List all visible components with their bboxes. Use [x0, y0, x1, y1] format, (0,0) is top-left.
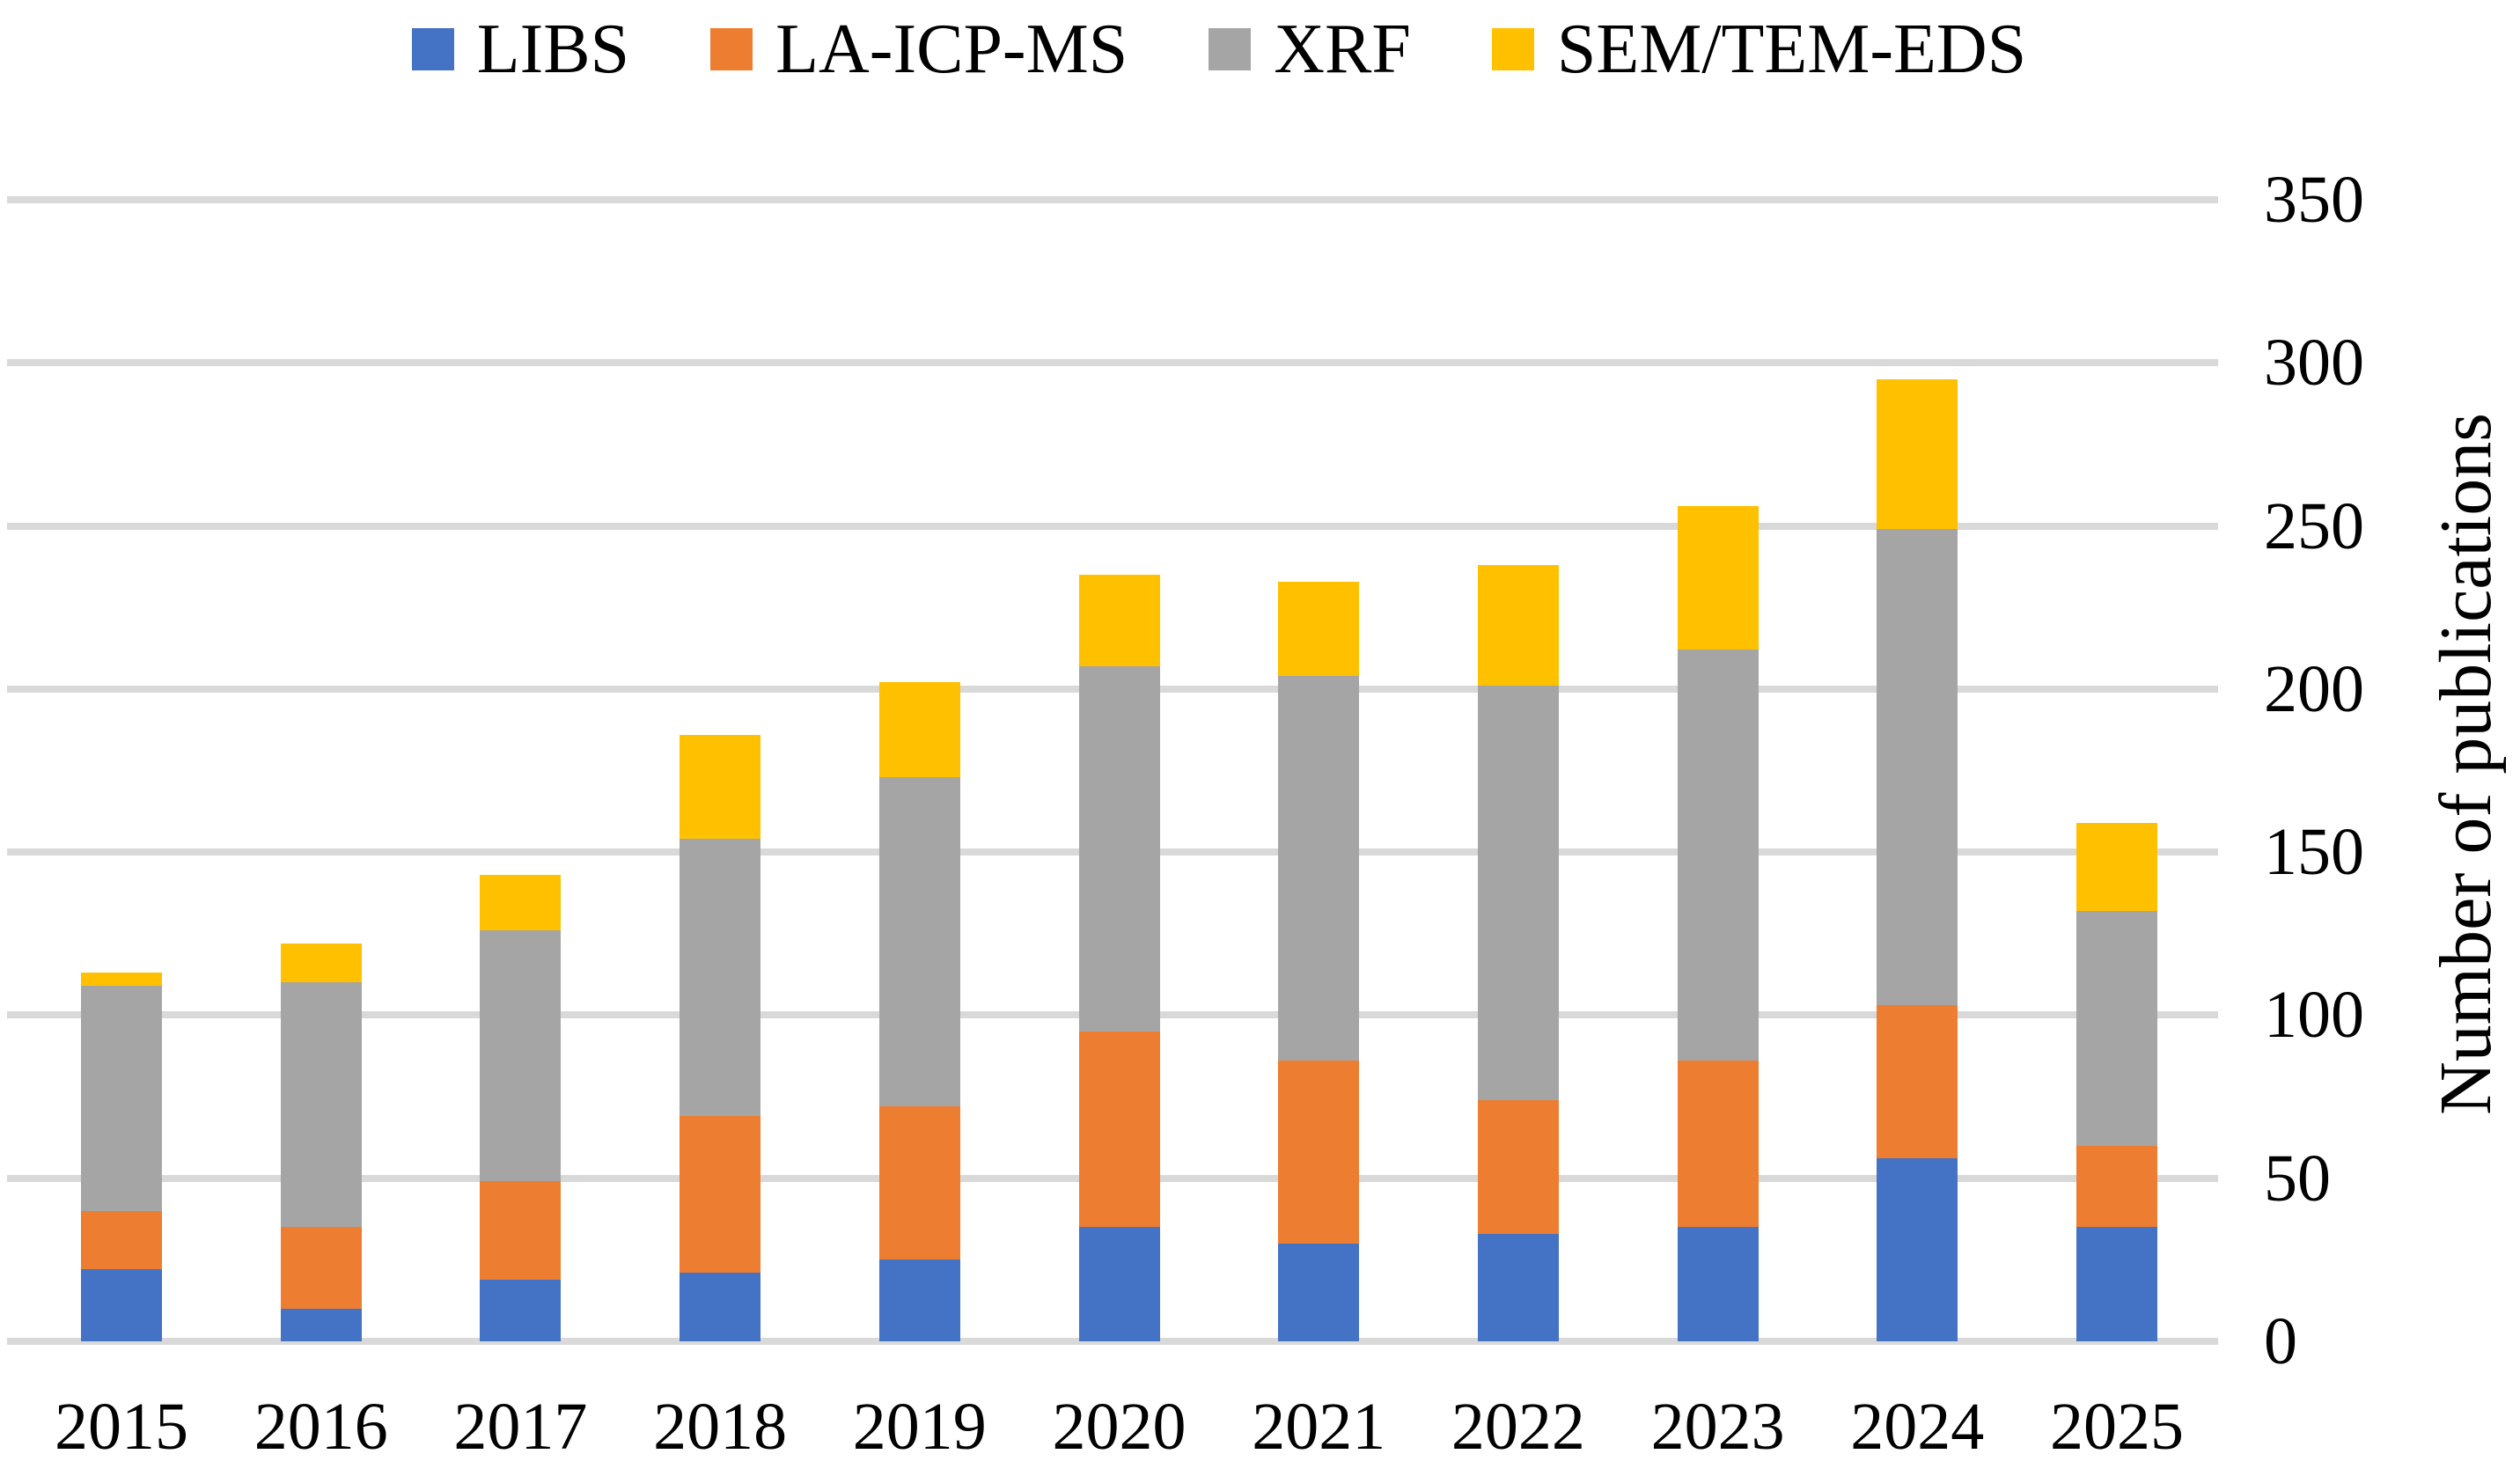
bar-segment-sem-tem-eds-2016 — [280, 943, 362, 983]
gridline-250 — [7, 522, 2218, 530]
legend-swatch-icon — [1491, 28, 1534, 70]
bar-segment-xrf-2018 — [680, 839, 761, 1117]
bar-segment-xrf-2015 — [81, 986, 162, 1211]
bar-segment-libs-2017 — [480, 1279, 562, 1341]
bar-segment-sem-tem-eds-2021 — [1278, 581, 1360, 677]
bar-group-2022 — [1477, 565, 1559, 1341]
x-tick-label-2017: 2017 — [453, 1390, 588, 1464]
bar-segment-la-icp-ms-2017 — [480, 1181, 562, 1280]
bar-segment-xrf-2020 — [1078, 665, 1160, 1032]
y-axis-title: Number of publications — [2425, 413, 2507, 1115]
bar-segment-xrf-2017 — [480, 930, 562, 1182]
bar-group-2021 — [1278, 581, 1360, 1341]
bar-segment-la-icp-ms-2021 — [1278, 1061, 1360, 1244]
bar-segment-libs-2022 — [1477, 1233, 1559, 1341]
bar-segment-libs-2015 — [81, 1269, 162, 1341]
legend-item-la-icp-ms: LA-ICP-MS — [710, 14, 1128, 84]
bar-segment-la-icp-ms-2025 — [2076, 1145, 2157, 1228]
x-tick-label-2025: 2025 — [2050, 1390, 2184, 1464]
x-tick-label-2022: 2022 — [1451, 1390, 1585, 1464]
y-tick-label-200: 200 — [2264, 651, 2364, 726]
bar-segment-sem-tem-eds-2023 — [1677, 506, 1759, 650]
bar-segment-la-icp-ms-2024 — [1877, 1005, 1958, 1159]
legend-item-libs: LIBS — [411, 11, 630, 88]
bar-segment-xrf-2025 — [2076, 910, 2157, 1146]
y-tick-label-0: 0 — [2264, 1304, 2297, 1378]
legend-swatch-icon — [710, 28, 753, 70]
legend-label: LA-ICP-MS — [775, 11, 1128, 88]
bar-segment-la-icp-ms-2018 — [680, 1116, 761, 1274]
gridline-300 — [7, 359, 2218, 367]
bar-segment-sem-tem-eds-2020 — [1078, 575, 1160, 666]
bar-segment-la-icp-ms-2015 — [81, 1210, 162, 1270]
legend-label: SEM/TEM-EDS — [1556, 11, 2027, 88]
bar-segment-xrf-2022 — [1477, 686, 1559, 1100]
y-tick-label-50: 50 — [2264, 1141, 2331, 1215]
gridline-0 — [7, 1338, 2218, 1345]
bar-group-2019 — [878, 682, 960, 1341]
bar-group-2018 — [680, 734, 761, 1341]
bar-group-2020 — [1078, 575, 1160, 1341]
legend-item-xrf: XRF — [1209, 14, 1411, 84]
bar-group-2015 — [81, 973, 162, 1341]
legend-item-sem-tem-eds: SEM/TEM-EDS — [1491, 11, 2027, 88]
legend: LIBS LA-ICP-MS XRF SEM/TEM-EDS — [0, 0, 2438, 99]
bar-segment-xrf-2016 — [280, 982, 362, 1228]
bar-group-2024 — [1877, 378, 1958, 1341]
bar-segment-la-icp-ms-2022 — [1477, 1099, 1559, 1234]
y-tick-label-100: 100 — [2264, 978, 2364, 1053]
bar-segment-la-icp-ms-2023 — [1677, 1061, 1759, 1228]
bar-segment-la-icp-ms-2016 — [280, 1227, 362, 1309]
bar-segment-sem-tem-eds-2018 — [680, 734, 761, 840]
bar-segment-libs-2016 — [280, 1308, 362, 1341]
bar-segment-xrf-2019 — [878, 776, 960, 1107]
bar-segment-libs-2023 — [1677, 1227, 1759, 1341]
bar-segment-sem-tem-eds-2025 — [2076, 822, 2157, 911]
y-tick-label-150: 150 — [2264, 815, 2364, 890]
legend-swatch-icon — [1209, 28, 1252, 70]
y-tick-label-350: 350 — [2264, 163, 2364, 237]
bar-group-2025 — [2076, 822, 2157, 1341]
y-tick-label-300: 300 — [2264, 326, 2364, 400]
legend-swatch-icon — [411, 28, 454, 70]
bar-segment-xrf-2024 — [1877, 529, 1958, 1006]
y-tick-label-250: 250 — [2264, 488, 2364, 563]
bar-group-2023 — [1677, 506, 1759, 1341]
bar-segment-sem-tem-eds-2019 — [878, 682, 960, 777]
plot-area — [7, 196, 2218, 1345]
legend-label: XRF — [1274, 11, 1411, 88]
x-tick-label-2016: 2016 — [253, 1390, 388, 1464]
x-tick-label-2021: 2021 — [1252, 1390, 1386, 1464]
bar-segment-sem-tem-eds-2017 — [480, 875, 562, 931]
gridline-350 — [7, 196, 2218, 203]
x-tick-label-2024: 2024 — [1850, 1390, 1985, 1464]
bar-segment-libs-2019 — [878, 1259, 960, 1341]
bar-segment-sem-tem-eds-2022 — [1477, 565, 1559, 687]
bar-segment-xrf-2021 — [1278, 676, 1360, 1061]
bar-segment-sem-tem-eds-2015 — [81, 973, 162, 987]
bar-segment-libs-2018 — [680, 1273, 761, 1341]
bar-segment-xrf-2023 — [1677, 650, 1759, 1061]
x-tick-label-2020: 2020 — [1052, 1390, 1187, 1464]
bar-segment-la-icp-ms-2019 — [878, 1106, 960, 1260]
bar-segment-la-icp-ms-2020 — [1078, 1031, 1160, 1228]
x-tick-label-2019: 2019 — [852, 1390, 987, 1464]
bar-segment-libs-2020 — [1078, 1227, 1160, 1341]
bar-segment-libs-2024 — [1877, 1158, 1958, 1341]
x-tick-label-2023: 2023 — [1650, 1390, 1785, 1464]
bar-group-2017 — [480, 875, 562, 1341]
x-tick-label-2018: 2018 — [653, 1390, 788, 1464]
bar-group-2016 — [280, 943, 362, 1341]
legend-label: LIBS — [476, 11, 630, 88]
x-tick-label-2015: 2015 — [55, 1390, 188, 1464]
bar-segment-libs-2021 — [1278, 1243, 1360, 1341]
bar-segment-sem-tem-eds-2024 — [1877, 378, 1958, 530]
bar-segment-libs-2025 — [2076, 1227, 2157, 1341]
